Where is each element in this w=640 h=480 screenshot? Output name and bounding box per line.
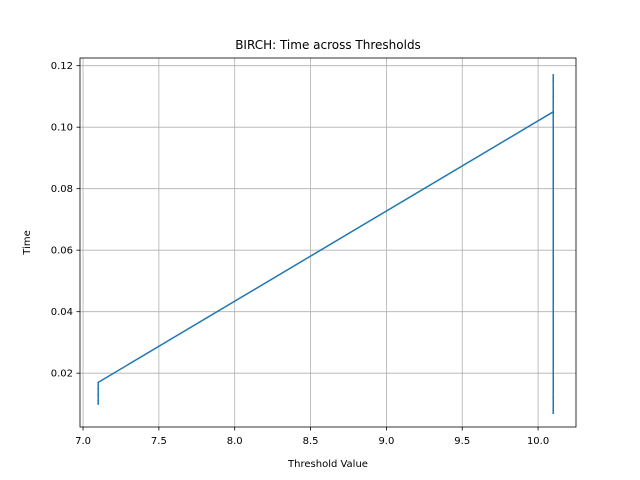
- y-tick-label: 0.08: [51, 184, 73, 195]
- series-line: [97, 74, 554, 414]
- chart-title: BIRCH: Time across Thresholds: [235, 38, 421, 52]
- plot-frame: [79, 57, 577, 428]
- data-point: [97, 393, 100, 396]
- data-point: [552, 95, 555, 98]
- data-point: [97, 381, 100, 384]
- x-tick-label: 9.5: [454, 436, 470, 447]
- data-point: [97, 387, 100, 390]
- x-tick-label: 7.5: [151, 436, 167, 447]
- y-tick-label: 0.04: [51, 307, 73, 318]
- y-tick-label: 0.10: [51, 123, 73, 134]
- y-tick-label: 0.12: [51, 61, 73, 72]
- y-tick-label: 0.06: [51, 246, 73, 257]
- x-tick-label: 8.5: [303, 436, 319, 447]
- data-point: [552, 396, 555, 399]
- data-point: [97, 403, 100, 405]
- x-tick-label: 10.0: [527, 436, 549, 447]
- data-point: [552, 110, 555, 113]
- x-tick-label: 7.0: [75, 436, 91, 447]
- ticks: 7.0 7.5 8.0 8.5 9.0 9.5 10.0 0.02 0.04 0.06 0.08 0.…: [51, 61, 549, 447]
- x-tick-label: 8.0: [227, 436, 243, 447]
- data-point: [552, 412, 555, 415]
- series-layer: [97, 74, 555, 415]
- y-tick-label: 0.02: [51, 369, 73, 380]
- y-axis-label: Time: [22, 230, 33, 255]
- x-tick-label: 9.0: [378, 436, 394, 447]
- data-point: [97, 399, 100, 402]
- x-axis-label: Threshold Value: [287, 459, 368, 470]
- data-point: [552, 409, 555, 411]
- grid: [80, 58, 576, 427]
- data-point: [552, 80, 555, 82]
- data-point: [552, 74, 555, 76]
